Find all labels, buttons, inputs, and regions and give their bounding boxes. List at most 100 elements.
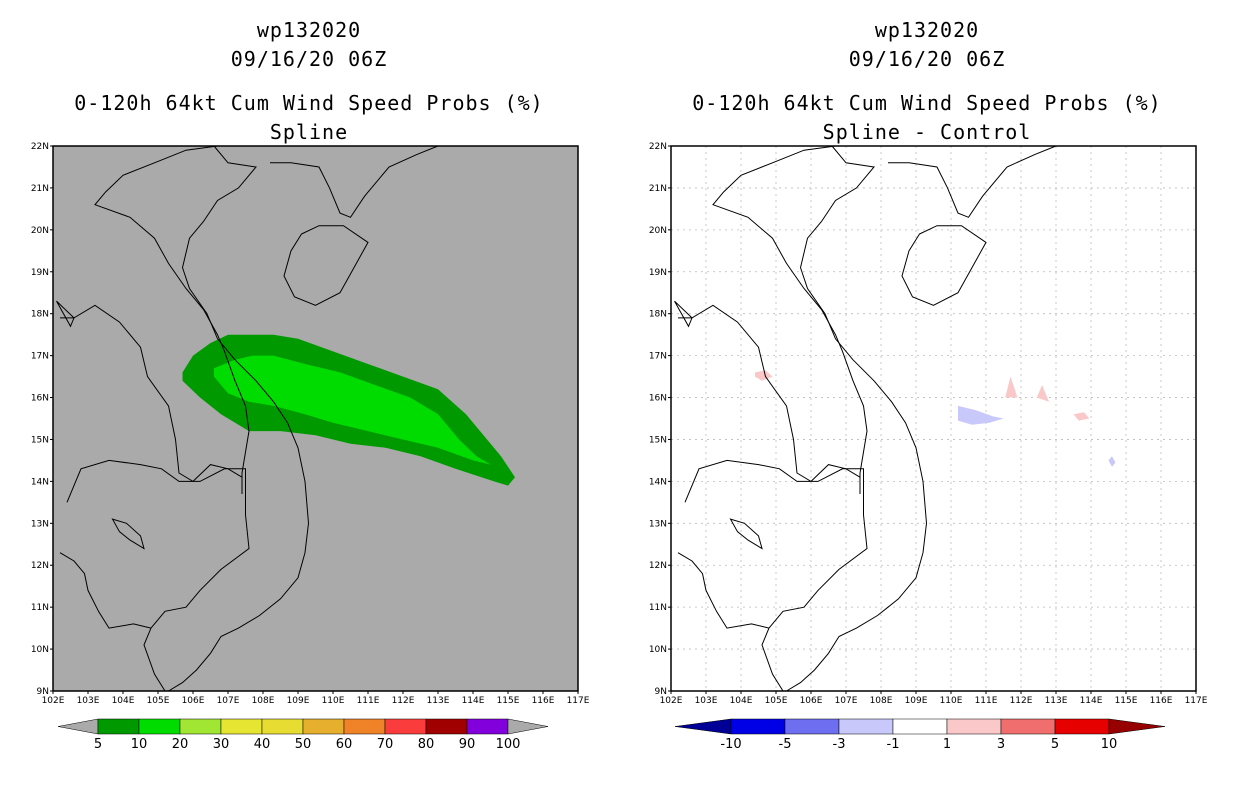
colorbar-label: 40 [254, 737, 271, 752]
colorbar-low-arrow [57, 718, 99, 735]
colorbar-high-arrow [1108, 718, 1166, 735]
coastline-segment [94, 145, 250, 494]
colorbar-label: 10 [131, 737, 148, 752]
colorbar-label: 70 [377, 737, 394, 752]
coastline-segment [684, 459, 868, 629]
coastline-segment [60, 304, 243, 483]
coastlines [56, 145, 439, 692]
lon-tick-label: 106E [182, 696, 205, 706]
panel-spline: wp132020 09/16/20 06Z 0-120h 64kt Cum Wi… [31, 18, 590, 752]
lat-tick-label: 11N [31, 603, 49, 613]
lon-tick-label: 111E [975, 696, 998, 706]
lat-tick-label: 11N [649, 603, 667, 613]
colorbar-swatch [261, 718, 304, 735]
coastline-segment [59, 552, 152, 629]
colorbar-label: 5 [94, 737, 102, 752]
lat-tick-label: 15N [649, 435, 667, 445]
lon-tick-label: 104E [112, 696, 135, 706]
lon-tick-label: 111E [357, 696, 380, 706]
swath-10-percent [214, 355, 491, 465]
lat-tick-label: 13N [31, 519, 49, 529]
lon-tick-label: 112E [392, 696, 415, 706]
difference-contour [958, 405, 1004, 425]
lat-tick-label: 20N [649, 226, 667, 236]
colorbar: -10 -5 -3 -1 1 3 5 10 [674, 718, 1166, 752]
lon-tick-label: 109E [287, 696, 310, 706]
probability-map: 102E 103E 104E 105E 106E 107E 108E 109E 110E 111E… [31, 142, 590, 752]
coastlines [674, 145, 1057, 692]
lat-tick-label: 17N [31, 352, 49, 362]
colorbar-swatch [784, 718, 840, 735]
lon-tick-label: 113E [1045, 696, 1068, 706]
coastline-segment [143, 627, 166, 692]
lat-tick-label: 19N [31, 268, 49, 278]
colorbar-label: 10 [1101, 737, 1118, 752]
colorbar-label: 3 [997, 737, 1005, 752]
panel-spline-minus-control: wp132020 09/16/20 06Z 0-120h 64kt Cum Wi… [618, 0, 1236, 800]
colorbar-label: 5 [1051, 737, 1059, 752]
lat-tick-label: 10N [649, 645, 667, 655]
colorbar-label: 20 [172, 737, 189, 752]
border-segment [56, 300, 75, 328]
lat-tick-label: 9N [37, 687, 49, 697]
gridlines [671, 146, 1196, 691]
border-segment [674, 300, 693, 328]
product-title: 0-120h 64kt Cum Wind Speed Probs (%) [74, 91, 544, 115]
colorbar: 5 10 20 30 40 50 60 70 80 90 100 [57, 718, 549, 752]
hainan-island [901, 225, 987, 306]
lat-tick-label: 14N [31, 477, 49, 487]
lon-tick-label: 108E [870, 696, 893, 706]
lat-tick-label: 14N [649, 477, 667, 487]
storm-id-title: wp132020 [874, 18, 980, 42]
tonle-sap-lake [729, 518, 763, 550]
lon-tick-label: 102E [42, 696, 65, 706]
colorbar-label: 50 [295, 737, 312, 752]
colorbar-swatch [220, 718, 263, 735]
subtitle: Spline [269, 120, 349, 144]
coastline-segment [712, 145, 868, 494]
map-background [671, 146, 1196, 691]
subtitle: Spline - Control [822, 120, 1032, 144]
datetime-title: 09/16/20 06Z [230, 47, 388, 71]
lat-tick-label: 10N [31, 645, 49, 655]
colorbar-swatch [97, 718, 140, 735]
coastline-segment [168, 145, 310, 692]
colorbar-swatch [1000, 718, 1056, 735]
coastline-segment [270, 145, 439, 218]
lon-tick-label: 102E [660, 696, 683, 706]
colorbar-label: 60 [336, 737, 353, 752]
colorbar-label: 80 [418, 737, 435, 752]
colorbar-label: -10 [720, 737, 741, 752]
lat-tick-label: 12N [31, 561, 49, 571]
colorbar-swatch [892, 718, 948, 735]
colorbar-swatch [138, 718, 181, 735]
lat-tick-label: 20N [31, 226, 49, 236]
difference-contour [1073, 412, 1090, 421]
lon-tick-label: 116E [532, 696, 555, 706]
colorbar-label: -5 [779, 737, 792, 752]
lon-tick-label: 108E [252, 696, 275, 706]
lon-tick-label: 103E [695, 696, 718, 706]
lat-tick-label: 15N [31, 435, 49, 445]
colorbar-swatch [425, 718, 468, 735]
lat-tick-label: 17N [649, 352, 667, 362]
lat-tick-label: 19N [649, 268, 667, 278]
product-title: 0-120h 64kt Cum Wind Speed Probs (%) [692, 91, 1162, 115]
colorbar-swatch [946, 718, 1002, 735]
tonle-sap-lake [111, 518, 145, 550]
colorbar-swatch [384, 718, 427, 735]
difference-contour [1036, 385, 1049, 402]
colorbar-label: 100 [496, 737, 521, 752]
lat-tick-label: 9N [655, 687, 667, 697]
colorbar-swatch [302, 718, 345, 735]
difference-contour [1108, 456, 1116, 467]
lon-tick-label: 112E [1010, 696, 1033, 706]
coastline-segment [677, 552, 770, 629]
colorbar-low-arrow [674, 718, 732, 735]
map-frame [670, 145, 1197, 692]
lon-tick-label: 109E [905, 696, 928, 706]
colorbar-swatch [179, 718, 222, 735]
lon-tick-label: 114E [462, 696, 485, 706]
colorbar-swatch [466, 718, 509, 735]
hainan-island [283, 225, 369, 306]
